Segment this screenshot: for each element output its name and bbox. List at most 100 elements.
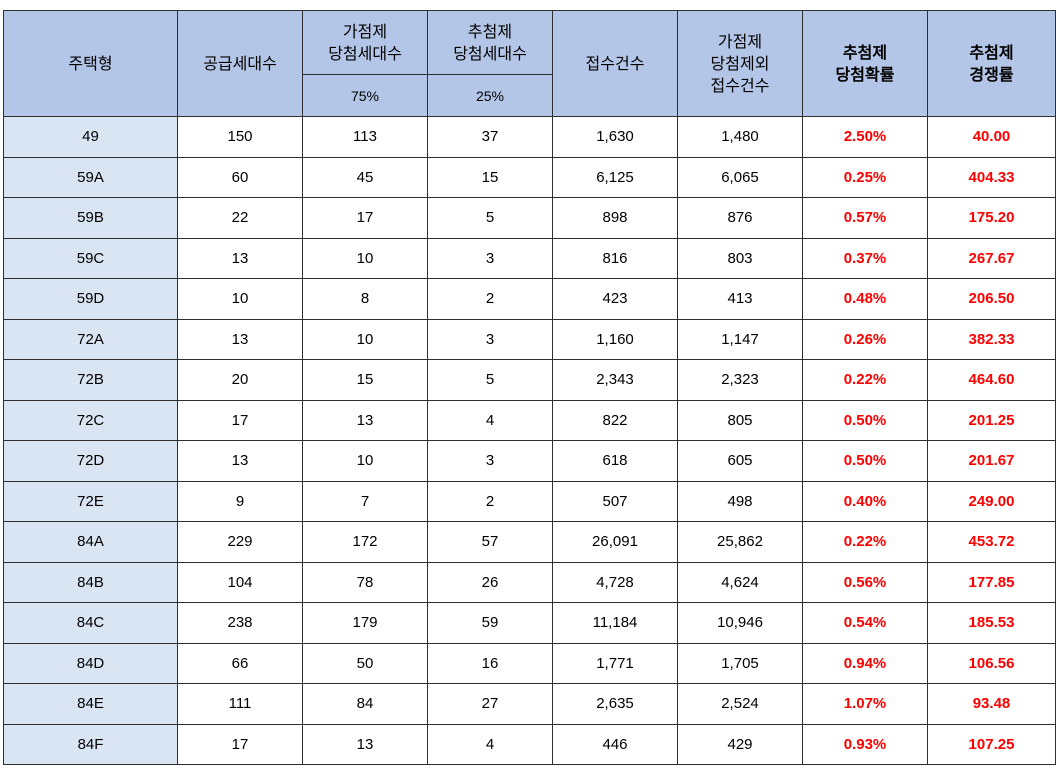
- cell-supply-units: 104: [177, 561, 303, 603]
- cell-lottery-competition: 453.72: [927, 521, 1056, 563]
- cell-lottery-winners: 4: [427, 723, 553, 765]
- cell-housing-type: 72B: [3, 359, 178, 401]
- table-row: 72C 17 13 4 822 805 0.50% 201.25: [3, 399, 1056, 441]
- header-supply-units: 공급세대수: [177, 10, 303, 117]
- cell-non-score-applications: 498: [677, 480, 803, 522]
- cell-lottery-competition: 93.48: [927, 683, 1056, 725]
- cell-supply-units: 150: [177, 116, 303, 158]
- cell-applications: 1,771: [552, 642, 678, 684]
- cell-housing-type: 84F: [3, 723, 178, 765]
- table-row: 49 150 113 37 1,630 1,480 2.50% 40.00: [3, 116, 1056, 158]
- cell-lottery-competition: 249.00: [927, 480, 1056, 522]
- cell-score-winners: 50: [302, 642, 428, 684]
- header-lottery-winners: 추첨제 당첨세대수: [427, 10, 553, 75]
- cell-applications: 4,728: [552, 561, 678, 603]
- table-row: 72A 13 10 3 1,160 1,147 0.26% 382.33: [3, 318, 1056, 360]
- cell-lottery-probability: 0.50%: [802, 440, 928, 482]
- table-row: 72B 20 15 5 2,343 2,323 0.22% 464.60: [3, 359, 1056, 401]
- cell-supply-units: 9: [177, 480, 303, 522]
- cell-applications: 822: [552, 399, 678, 441]
- cell-lottery-probability: 0.22%: [802, 359, 928, 401]
- cell-lottery-probability: 0.25%: [802, 156, 928, 198]
- cell-housing-type: 59C: [3, 237, 178, 279]
- cell-non-score-applications: 805: [677, 399, 803, 441]
- cell-lottery-competition: 206.50: [927, 278, 1056, 320]
- cell-score-winners: 10: [302, 440, 428, 482]
- cell-lottery-probability: 0.50%: [802, 399, 928, 441]
- cell-score-winners: 13: [302, 723, 428, 765]
- cell-housing-type: 72C: [3, 399, 178, 441]
- cell-score-winners: 45: [302, 156, 428, 198]
- cell-supply-units: 66: [177, 642, 303, 684]
- cell-lottery-probability: 1.07%: [802, 683, 928, 725]
- cell-lottery-winners: 15: [427, 156, 553, 198]
- subscription-results-table: 주택형 공급세대수 가점제 당첨세대수 추첨제 당첨세대수 접수건수 가점제 당…: [3, 10, 1056, 765]
- cell-score-winners: 15: [302, 359, 428, 401]
- cell-lottery-winners: 3: [427, 318, 553, 360]
- cell-applications: 507: [552, 480, 678, 522]
- table-row: 84A 229 172 57 26,091 25,862 0.22% 453.72: [3, 521, 1056, 563]
- cell-lottery-winners: 5: [427, 197, 553, 239]
- cell-housing-type: 72A: [3, 318, 178, 360]
- cell-lottery-winners: 57: [427, 521, 553, 563]
- cell-lottery-probability: 0.22%: [802, 521, 928, 563]
- cell-housing-type: 84E: [3, 683, 178, 725]
- cell-housing-type: 49: [3, 116, 178, 158]
- cell-lottery-competition: 201.67: [927, 440, 1056, 482]
- cell-housing-type: 72E: [3, 480, 178, 522]
- cell-applications: 816: [552, 237, 678, 279]
- cell-applications: 11,184: [552, 602, 678, 644]
- cell-lottery-probability: 0.48%: [802, 278, 928, 320]
- table-row: 59B 22 17 5 898 876 0.57% 175.20: [3, 197, 1056, 239]
- cell-non-score-applications: 2,524: [677, 683, 803, 725]
- cell-housing-type: 59D: [3, 278, 178, 320]
- cell-supply-units: 13: [177, 440, 303, 482]
- cell-lottery-competition: 404.33: [927, 156, 1056, 198]
- cell-non-score-applications: 605: [677, 440, 803, 482]
- table-body: 49 150 113 37 1,630 1,480 2.50% 40.00 59A 60 45 15 6…: [3, 116, 1056, 765]
- cell-lottery-probability: 0.26%: [802, 318, 928, 360]
- header-score-winners-line1: 가점제: [342, 21, 388, 41]
- table-row: 72D 13 10 3 618 605 0.50% 201.67: [3, 440, 1056, 482]
- cell-supply-units: 238: [177, 602, 303, 644]
- table-row: 84D 66 50 16 1,771 1,705 0.94% 106.56: [3, 642, 1056, 684]
- table-row: 84E 111 84 27 2,635 2,524 1.07% 93.48: [3, 683, 1056, 725]
- cell-lottery-winners: 3: [427, 237, 553, 279]
- cell-supply-units: 17: [177, 723, 303, 765]
- header-lottery-winners-line2: 당첨세대수: [453, 43, 527, 63]
- header-non-score-applications: 가점제 당첨제외 접수건수: [677, 10, 803, 117]
- cell-supply-units: 229: [177, 521, 303, 563]
- cell-supply-units: 111: [177, 683, 303, 725]
- table-row: 72E 9 7 2 507 498 0.40% 249.00: [3, 480, 1056, 522]
- cell-applications: 423: [552, 278, 678, 320]
- cell-score-winners: 7: [302, 480, 428, 522]
- cell-lottery-competition: 185.53: [927, 602, 1056, 644]
- header-lottery-probability-line1: 추첨제: [842, 42, 888, 62]
- header-score-winners-line2: 당첨세대수: [328, 43, 402, 63]
- cell-lottery-competition: 40.00: [927, 116, 1056, 158]
- cell-non-score-applications: 2,323: [677, 359, 803, 401]
- cell-supply-units: 60: [177, 156, 303, 198]
- cell-applications: 2,635: [552, 683, 678, 725]
- header-lottery-percent: 25%: [427, 74, 553, 117]
- cell-housing-type: 84C: [3, 602, 178, 644]
- cell-non-score-applications: 803: [677, 237, 803, 279]
- header-lottery-competition: 추첨제 경쟁률: [927, 10, 1056, 117]
- cell-non-score-applications: 1,705: [677, 642, 803, 684]
- cell-applications: 26,091: [552, 521, 678, 563]
- cell-applications: 6,125: [552, 156, 678, 198]
- header-non-score-line3: 접수건수: [710, 75, 770, 95]
- cell-score-winners: 13: [302, 399, 428, 441]
- cell-score-winners: 113: [302, 116, 428, 158]
- cell-housing-type: 59B: [3, 197, 178, 239]
- header-lottery-probability: 추첨제 당첨확률: [802, 10, 928, 117]
- header-score-percent: 75%: [302, 74, 428, 117]
- cell-score-winners: 8: [302, 278, 428, 320]
- cell-lottery-competition: 175.20: [927, 197, 1056, 239]
- cell-score-winners: 179: [302, 602, 428, 644]
- header-applications: 접수건수: [552, 10, 678, 117]
- cell-supply-units: 17: [177, 399, 303, 441]
- cell-lottery-probability: 0.37%: [802, 237, 928, 279]
- cell-applications: 1,630: [552, 116, 678, 158]
- cell-applications: 2,343: [552, 359, 678, 401]
